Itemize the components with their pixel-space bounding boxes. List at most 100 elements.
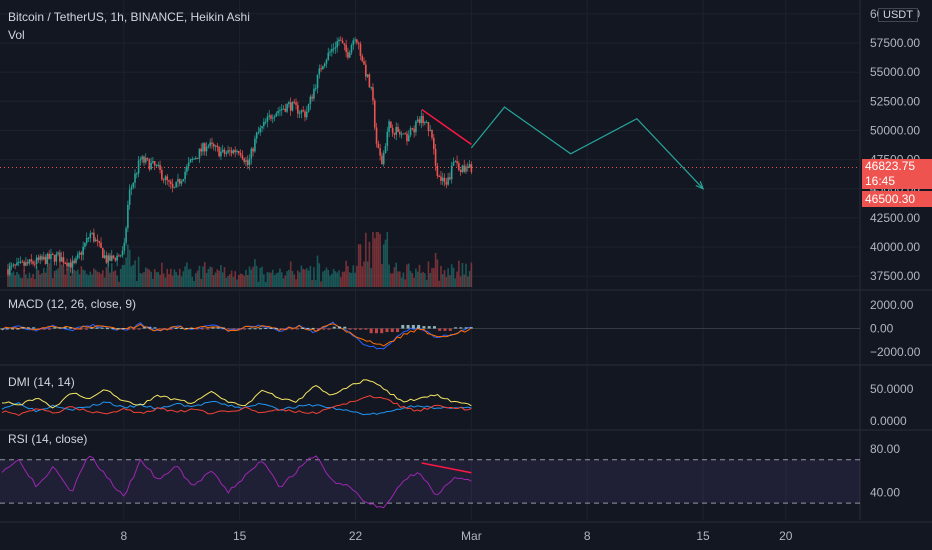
candle-body bbox=[463, 165, 466, 172]
macd-histogram-bar bbox=[69, 327, 73, 329]
candle-body bbox=[431, 130, 433, 138]
candle-body bbox=[293, 101, 296, 103]
macd-histogram-bar bbox=[63, 327, 67, 329]
candle-body bbox=[322, 66, 324, 70]
volume-bar bbox=[50, 263, 52, 287]
candle-body bbox=[41, 256, 43, 260]
candle-body bbox=[205, 147, 208, 152]
macd-histogram-bar bbox=[348, 328, 352, 330]
candle-body bbox=[302, 110, 304, 112]
candle-body bbox=[372, 87, 374, 101]
candle-body bbox=[100, 242, 102, 249]
candle-body bbox=[413, 128, 415, 133]
volume-bar bbox=[91, 274, 93, 287]
candle-body bbox=[266, 116, 269, 122]
candle-body bbox=[246, 160, 249, 166]
currency-badge[interactable]: USDT bbox=[878, 8, 918, 22]
volume-bar bbox=[193, 280, 195, 287]
candle-body bbox=[207, 145, 210, 148]
candle-body bbox=[425, 122, 428, 124]
candle-body bbox=[354, 39, 356, 41]
macd-histogram-bar bbox=[0, 328, 4, 330]
macd-signal-line bbox=[1, 323, 472, 347]
macd-histogram-bar bbox=[132, 328, 136, 330]
volume-bar bbox=[82, 269, 84, 287]
countdown-tag: 16:45 bbox=[862, 173, 932, 189]
candle-body bbox=[348, 52, 351, 58]
candle-body bbox=[44, 256, 47, 264]
candle-body bbox=[82, 246, 84, 255]
candle-body bbox=[76, 254, 79, 259]
volume-bar bbox=[241, 274, 244, 287]
volume-bar bbox=[406, 264, 408, 287]
candle-body bbox=[382, 153, 385, 165]
volume-bar bbox=[107, 262, 109, 287]
volume-bar bbox=[275, 273, 278, 287]
volume-bar bbox=[263, 274, 265, 287]
candle-body bbox=[298, 112, 301, 114]
volume-bar bbox=[150, 271, 152, 287]
candle-body bbox=[155, 164, 158, 166]
macd-histogram-bar bbox=[311, 327, 315, 329]
candle-body bbox=[393, 132, 396, 135]
volume-bar bbox=[94, 269, 97, 287]
projection-path bbox=[470, 106, 704, 190]
volume-bar bbox=[399, 271, 401, 287]
macd-histogram-bar bbox=[338, 326, 342, 329]
volume-bar bbox=[98, 272, 101, 287]
candle-body bbox=[48, 253, 50, 259]
candle-body bbox=[85, 238, 88, 243]
volume-label: Vol bbox=[8, 28, 25, 42]
macd-histogram-bar bbox=[153, 327, 157, 329]
volume-bar bbox=[320, 281, 322, 287]
volume-bar bbox=[84, 270, 86, 287]
x-tick-label: 15 bbox=[233, 529, 247, 543]
candle-body bbox=[35, 257, 38, 264]
volume-bar bbox=[259, 267, 262, 287]
macd-histogram-bar bbox=[443, 328, 447, 331]
volume-bar bbox=[314, 280, 317, 287]
candle-body bbox=[28, 259, 31, 264]
volume-bar bbox=[164, 277, 167, 287]
volume-bar bbox=[112, 271, 115, 287]
y-tick-label: 50.0000 bbox=[870, 382, 914, 396]
macd-histogram-bar bbox=[427, 326, 431, 329]
candle-body bbox=[433, 137, 435, 149]
candle-body bbox=[311, 96, 313, 99]
candle-body bbox=[189, 159, 192, 163]
volume-bar bbox=[454, 278, 457, 287]
candle-body bbox=[177, 178, 179, 182]
price-trendline bbox=[421, 108, 472, 146]
volume-bar bbox=[141, 273, 143, 287]
candle-body bbox=[445, 182, 448, 185]
macd-histogram-bar bbox=[158, 328, 162, 330]
volume-bar bbox=[468, 270, 471, 287]
y-tick-label: 52500.00 bbox=[870, 94, 920, 108]
candle-body bbox=[146, 158, 149, 160]
x-tick-label: 22 bbox=[349, 529, 363, 543]
volume-bar bbox=[143, 271, 145, 287]
candle-body bbox=[336, 41, 338, 48]
candle-body bbox=[68, 262, 70, 267]
volume-bar bbox=[266, 272, 269, 287]
volume-bar bbox=[375, 232, 378, 287]
volume-bar bbox=[463, 274, 466, 287]
candle-body bbox=[422, 115, 424, 124]
volume-bar bbox=[397, 271, 399, 287]
candle-body bbox=[55, 254, 58, 262]
candle-body bbox=[400, 134, 403, 136]
volume-bar bbox=[377, 232, 380, 287]
candle-body bbox=[452, 162, 455, 166]
volume-bar bbox=[76, 269, 79, 287]
volume-bar bbox=[370, 268, 372, 287]
volume-bar bbox=[12, 271, 15, 287]
candle-body bbox=[404, 133, 406, 135]
volume-bar bbox=[270, 272, 272, 287]
volume-bar bbox=[434, 252, 437, 287]
volume-bar bbox=[282, 278, 285, 287]
macd-histogram-bar bbox=[316, 328, 320, 330]
candle-body bbox=[64, 262, 67, 264]
candle-body bbox=[139, 159, 142, 161]
volume-bar bbox=[168, 274, 170, 287]
